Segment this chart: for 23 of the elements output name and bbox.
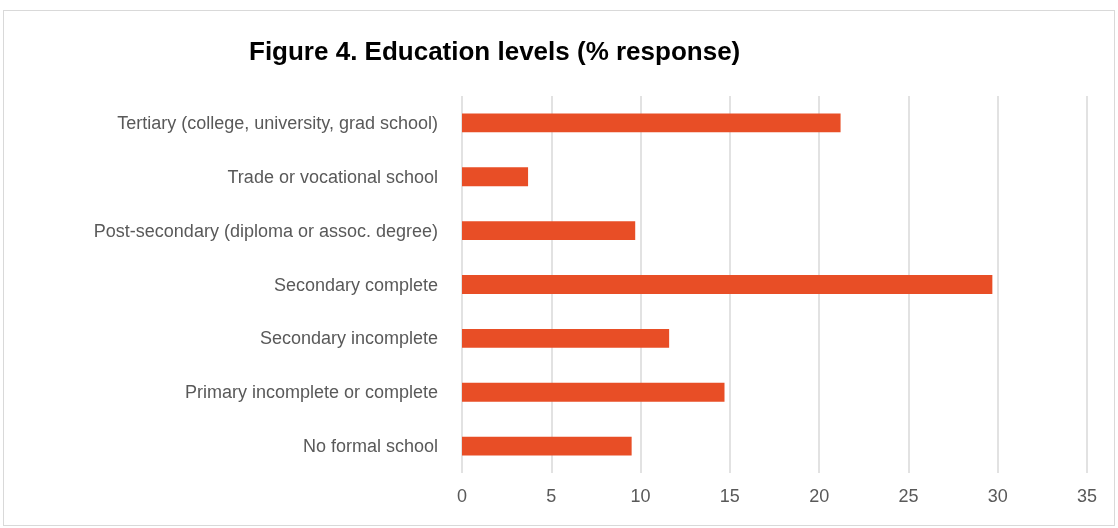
bar bbox=[462, 436, 632, 456]
x-tick-label: 35 bbox=[1076, 486, 1098, 506]
bar bbox=[462, 167, 529, 187]
x-tick-label: 30 bbox=[987, 486, 1008, 506]
y-tick-label: Secondary incomplete bbox=[259, 328, 438, 349]
y-tick-label: Trade or vocational school bbox=[227, 166, 438, 187]
bar bbox=[462, 113, 841, 133]
x-tick-label: 15 bbox=[719, 486, 740, 506]
x-tick-label: 25 bbox=[898, 486, 919, 506]
x-tick-label: 20 bbox=[809, 486, 830, 506]
bar bbox=[462, 382, 725, 402]
bar bbox=[462, 275, 993, 294]
bar bbox=[462, 221, 636, 241]
y-tick-label: No formal school bbox=[302, 436, 438, 457]
y-tick-label: Secondary complete bbox=[273, 274, 438, 295]
bar bbox=[462, 328, 670, 348]
y-tick-label: Post-secondary (diploma or assoc. degree) bbox=[93, 220, 438, 241]
x-tick-label: 5 bbox=[546, 486, 557, 506]
chart-title: Figure 4. Education levels (% response) bbox=[249, 36, 741, 66]
y-tick-label: Primary incomplete or complete bbox=[184, 382, 438, 403]
y-tick-label: Tertiary (college, university, grad school) bbox=[117, 112, 438, 133]
x-tick-label: 0 bbox=[456, 486, 468, 506]
x-tick-label: 10 bbox=[630, 486, 651, 506]
